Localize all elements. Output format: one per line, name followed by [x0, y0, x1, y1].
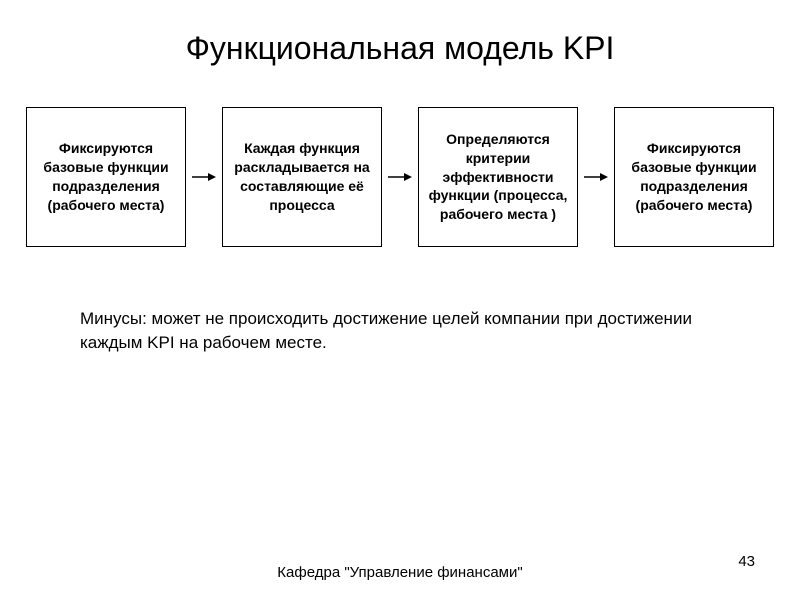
flow-box-1: Фиксируются базовые функции подразделени…	[26, 107, 186, 247]
slide-title: Функциональная модель KPI	[0, 0, 800, 107]
page-number: 43	[738, 553, 755, 570]
flowchart-container: Фиксируются базовые функции подразделени…	[0, 107, 800, 247]
footer-text: Кафедра "Управление финансами"	[60, 563, 740, 583]
flow-box-4: Фиксируются базовые функции подразделени…	[614, 107, 774, 247]
slide-footer: Кафедра "Управление финансами"	[0, 563, 800, 583]
arrow-icon	[192, 171, 216, 183]
flow-box-3: Определяются критерии эффективности функ…	[418, 107, 578, 247]
arrow-icon	[388, 171, 412, 183]
slide-description: Минусы: может не происходить достижение …	[0, 247, 800, 355]
arrow-icon	[584, 171, 608, 183]
flow-box-2: Каждая функция раскладывается на составл…	[222, 107, 382, 247]
